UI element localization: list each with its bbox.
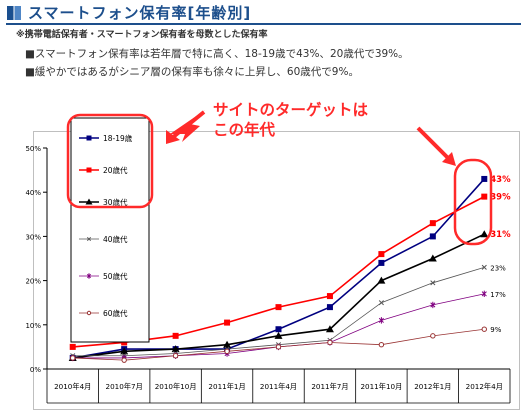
data-point xyxy=(69,343,76,350)
data-point xyxy=(171,345,180,353)
x-tick-label: 2010年4月 xyxy=(54,382,91,391)
title-divider xyxy=(6,23,521,25)
data-label: 9% xyxy=(490,326,501,334)
data-point xyxy=(430,333,436,339)
data-point xyxy=(481,326,487,332)
arrow-right-shaft xyxy=(416,126,450,160)
data-point xyxy=(275,344,282,350)
y-tick-label: 0% xyxy=(30,366,41,374)
x-tick-label: 2011年1月 xyxy=(208,382,245,391)
x-tick-label: 2011年7月 xyxy=(311,382,348,391)
data-point xyxy=(481,193,488,200)
data-point xyxy=(378,259,385,266)
x-tick-label: 2011年10月 xyxy=(360,382,402,391)
data-point xyxy=(85,198,93,205)
data-point xyxy=(223,340,232,348)
arrow-right-head-icon xyxy=(442,152,456,166)
chart-frame xyxy=(33,131,520,410)
page-subtitle: ※携帯電話保有者・スマートフォン保有者を母数とした保有率 xyxy=(16,30,268,40)
data-point xyxy=(172,332,179,339)
legend-entry: 60歳代 xyxy=(103,308,128,318)
summary-line-2: ■緩やかではあるがシニア層の保有率も徐々に上昇し、60歳代で9%。 xyxy=(25,66,359,78)
data-point xyxy=(481,290,487,298)
callout-line-2: この年代 xyxy=(213,121,276,139)
arrow-left-shaft xyxy=(170,110,206,140)
x-tick-label: 2012年1月 xyxy=(414,382,451,391)
legend-entry: 50歳代 xyxy=(103,271,128,281)
data-point xyxy=(378,317,384,324)
data-point xyxy=(430,301,436,309)
y-tick-label: 10% xyxy=(25,322,41,330)
data-point xyxy=(86,273,92,279)
y-tick-label: 50% xyxy=(25,145,41,153)
data-point xyxy=(120,347,129,355)
data-point xyxy=(326,304,333,311)
x-tick-label: 2012年4月 xyxy=(466,382,503,391)
data-point xyxy=(378,251,385,258)
data-point xyxy=(325,325,334,333)
legend-box xyxy=(70,117,150,343)
data-point xyxy=(86,167,92,173)
data-point xyxy=(275,326,282,333)
data-point xyxy=(86,310,92,316)
data-label: 23% xyxy=(490,264,506,272)
data-point xyxy=(378,300,384,306)
x-tick-label: 2010年10月 xyxy=(155,382,197,391)
y-tick-label: 30% xyxy=(25,233,41,241)
summary-line-1: ■スマートフォン保有率は若年層で特に高く、18-19歳で43%、20歳代で39%… xyxy=(25,48,409,60)
arrow-left-head-icon xyxy=(166,130,180,144)
data-point xyxy=(70,355,76,361)
data-point xyxy=(429,233,436,240)
data-point xyxy=(224,319,231,326)
y-tick-label: 20% xyxy=(25,278,41,286)
x-tick-label: 2011年4月 xyxy=(260,382,297,391)
data-label: 39% xyxy=(490,193,511,203)
data-point xyxy=(428,254,437,262)
legend-entry: 40歳代 xyxy=(103,234,128,244)
data-point xyxy=(327,339,333,346)
data-point xyxy=(378,341,385,348)
data-point xyxy=(86,135,92,141)
data-point xyxy=(275,304,282,311)
callout-line-1: サイトのターゲットは xyxy=(213,101,369,119)
data-label: 31% xyxy=(490,230,511,240)
x-tick-label: 2010年7月 xyxy=(106,382,143,391)
page-title: スマートフォン保有率[年齢別] xyxy=(28,4,252,22)
data-point xyxy=(430,280,436,286)
data-point xyxy=(326,293,333,300)
data-point xyxy=(377,276,386,284)
data-point xyxy=(429,220,436,227)
legend-highlight-outline xyxy=(66,113,154,209)
endpoint-highlight-outline xyxy=(453,158,493,246)
data-point xyxy=(224,348,230,355)
legend-entry: 18-19歳 xyxy=(103,133,133,143)
data-point xyxy=(172,353,179,359)
legend-entry: 30歳代 xyxy=(103,197,128,207)
y-tick-label: 40% xyxy=(25,189,41,197)
data-point xyxy=(481,264,487,270)
data-label: 43% xyxy=(490,175,511,185)
data-point xyxy=(274,331,283,339)
data-label: 17% xyxy=(490,291,506,299)
data-point xyxy=(121,357,127,363)
legend-entry: 20歳代 xyxy=(103,165,128,175)
data-point xyxy=(86,236,92,242)
data-point xyxy=(481,175,488,182)
data-point xyxy=(480,230,489,238)
title-bullet-icon xyxy=(7,6,21,20)
target-callout: サイトのターゲットは この年代 xyxy=(213,100,368,140)
